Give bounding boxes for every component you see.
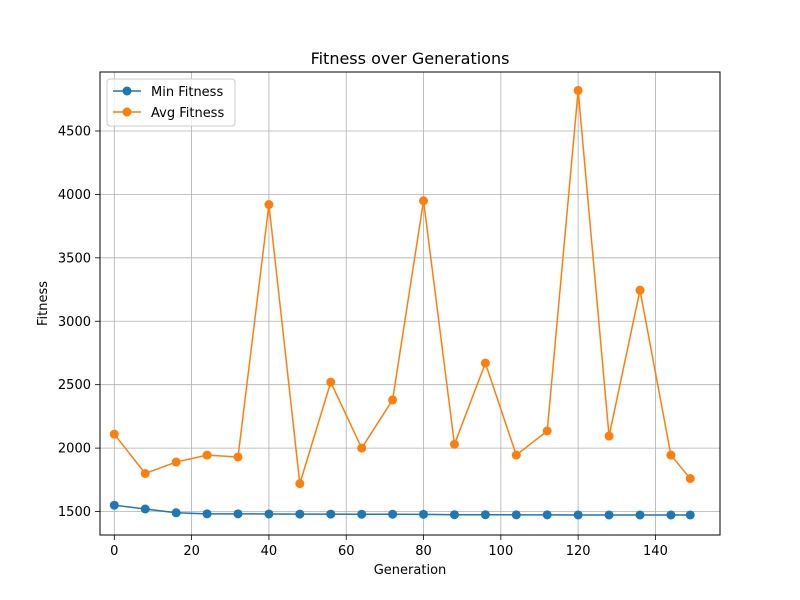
x-tick-label: 120	[566, 544, 591, 559]
avg-fitness-point	[140, 468, 150, 478]
avg-fitness-point	[171, 457, 181, 467]
avg-fitness-point	[202, 450, 212, 460]
min-fitness-point	[326, 509, 336, 519]
min-fitness-point	[109, 500, 119, 510]
plot-frame	[99, 71, 721, 536]
avg-fitness-point	[604, 431, 614, 441]
x-tick-label: 100	[488, 544, 513, 559]
min-fitness-point	[233, 509, 243, 519]
x-tick-label: 60	[338, 544, 355, 559]
y-tick-label: 3000	[58, 315, 91, 330]
x-tick-label: 20	[183, 544, 200, 559]
avg-fitness-point	[109, 429, 119, 439]
min-fitness-point	[264, 509, 274, 519]
min-fitness-line	[114, 504, 691, 516]
y-axis-title: Fitness	[36, 281, 51, 326]
avg-fitness-point	[480, 358, 490, 368]
min-fitness-point	[635, 510, 645, 520]
y-tick-label: 4500	[58, 124, 91, 139]
x-tick-label: 140	[643, 544, 668, 559]
avg-fitness-point	[449, 439, 459, 449]
min-fitness-point	[171, 508, 181, 518]
avg-fitness-point	[635, 285, 645, 295]
ticks-layer: 0 20 40 60 80 100 120 140 1500 2000 2500 3000 3500 40…	[58, 124, 668, 559]
min-fitness-point	[449, 510, 459, 520]
avg-fitness-point	[233, 452, 243, 462]
min-fitness-point	[511, 510, 521, 520]
min-fitness-point	[685, 510, 695, 520]
y-tick-label: 2500	[58, 378, 91, 393]
min-fitness-point	[480, 510, 490, 520]
avg-fitness-line	[113, 89, 691, 485]
min-fitness-point	[388, 509, 398, 519]
y-tick-label: 3500	[58, 251, 91, 266]
min-fitness-point	[666, 510, 676, 520]
y-tick-label: 2000	[58, 442, 91, 457]
avg-fitness-point	[685, 474, 695, 484]
avg-fitness-point	[295, 479, 305, 489]
avg-fitness-point	[326, 377, 336, 387]
chart-title: Fitness over Generations	[311, 49, 510, 68]
avg-fitness-point	[264, 200, 274, 210]
x-tick-label: 80	[415, 544, 432, 559]
min-fitness-point	[542, 510, 552, 520]
legend-marker-avg	[122, 107, 132, 117]
min-fitness-point	[295, 509, 305, 519]
avg-fitness-point	[666, 450, 676, 460]
y-tick-label: 4000	[58, 188, 91, 203]
min-fitness-point	[140, 504, 150, 514]
y-tick-label: 1500	[58, 505, 91, 520]
x-axis-title: Generation	[374, 563, 447, 578]
legend-label-avg: Avg Fitness	[151, 106, 224, 121]
min-fitness-point	[419, 509, 429, 519]
series-layer	[109, 85, 695, 520]
x-tick-label: 0	[110, 544, 118, 559]
avg-fitness-point	[388, 395, 398, 405]
avg-fitness-point	[419, 196, 429, 206]
legend-marker-min	[122, 86, 132, 96]
avg-fitness-point	[357, 443, 367, 453]
min-fitness-point	[357, 509, 367, 519]
legend: Min Fitness Avg Fitness	[106, 78, 236, 127]
min-fitness-point	[202, 509, 212, 519]
avg-fitness-point	[573, 85, 583, 95]
avg-fitness-point	[511, 450, 521, 460]
legend-label-min: Min Fitness	[151, 85, 223, 100]
min-fitness-point	[604, 510, 614, 520]
x-tick-label: 40	[261, 544, 278, 559]
avg-fitness-point	[542, 426, 552, 436]
min-fitness-point	[573, 510, 583, 520]
